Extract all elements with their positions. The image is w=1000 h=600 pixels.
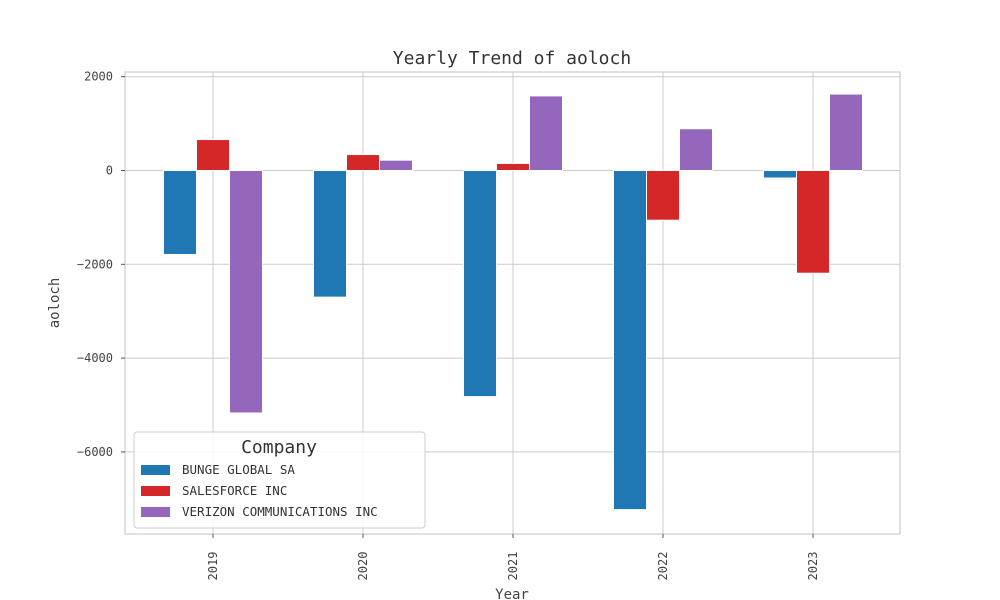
bar-verizon-communications-inc-2023 — [829, 93, 863, 171]
bar-salesforce-inc-2020 — [346, 154, 380, 171]
y-axis-ticks: 2000 0 −2000 −4000 −6000 — [77, 70, 125, 459]
legend-title: Company — [241, 437, 317, 458]
legend-swatch — [141, 507, 170, 517]
x-tick-label: 2019 — [206, 552, 220, 581]
legend-label: SALESFORCE INC — [182, 483, 287, 498]
legend-swatch — [141, 486, 170, 496]
bars — [163, 93, 863, 511]
x-axis-ticks: 2019 2020 2021 2022 2023 — [206, 534, 820, 580]
legend: Company BUNGE GLOBAL SA SALESFORCE INC VER… — [133, 431, 426, 529]
legend-label: BUNGE GLOBAL SA — [182, 462, 295, 477]
y-tick-label: −2000 — [77, 257, 113, 271]
bar-bunge-global-sa-2022 — [613, 169, 647, 511]
bar-salesforce-inc-2019 — [196, 139, 230, 171]
bar-bunge-global-sa-2020 — [313, 169, 347, 298]
legend-swatch — [141, 465, 170, 475]
y-tick-label: −4000 — [77, 351, 113, 365]
y-tick-label: 2000 — [84, 70, 113, 84]
bar-bunge-global-sa-2023 — [763, 169, 797, 179]
bar-bunge-global-sa-2019 — [163, 169, 197, 255]
bar-verizon-communications-inc-2022 — [679, 128, 713, 171]
chart-title: Yearly Trend of aoloch — [393, 48, 631, 69]
legend-box — [133, 431, 426, 529]
y-tick-label: 0 — [106, 163, 113, 177]
x-axis-label: Year — [495, 587, 529, 600]
legend-items: BUNGE GLOBAL SA SALESFORCE INC VERIZON COM… — [141, 462, 378, 519]
bar-salesforce-inc-2022 — [646, 169, 680, 221]
y-tick-label: −6000 — [77, 445, 113, 459]
x-tick-label: 2020 — [356, 552, 370, 581]
bar-verizon-communications-inc-2019 — [229, 169, 263, 414]
bar-bunge-global-sa-2021 — [463, 169, 497, 398]
bar-salesforce-inc-2023 — [796, 169, 830, 274]
y-axis-label: aoloch — [47, 278, 63, 329]
x-tick-label: 2023 — [806, 552, 820, 581]
bar-verizon-communications-inc-2021 — [529, 95, 563, 171]
x-tick-label: 2021 — [506, 552, 520, 581]
legend-label: VERIZON COMMUNICATIONS INC — [182, 504, 378, 519]
bar-salesforce-inc-2021 — [496, 162, 530, 171]
bar-verizon-communications-inc-2020 — [379, 159, 413, 171]
x-tick-label: 2022 — [656, 552, 670, 581]
